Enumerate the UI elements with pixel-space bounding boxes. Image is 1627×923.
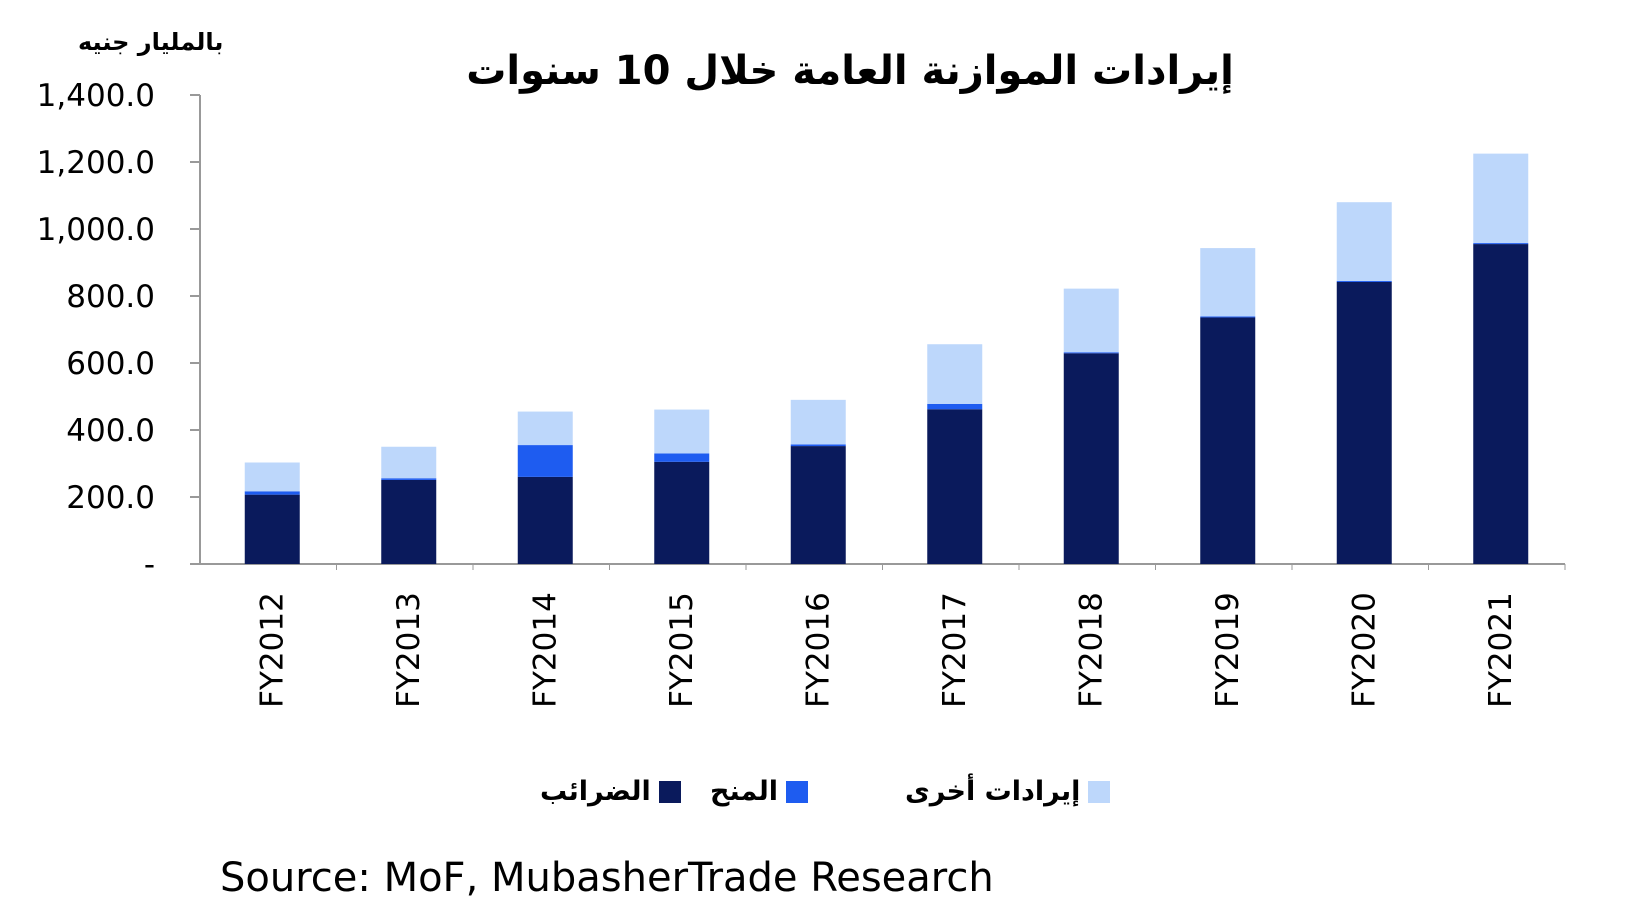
- bar-taxes: [517, 476, 573, 564]
- bar-other: [1336, 202, 1392, 281]
- y-tick-label: -: [144, 547, 155, 583]
- legend-swatch-taxes: [658, 780, 681, 803]
- bar-taxes: [790, 446, 846, 564]
- bar-taxes: [927, 409, 983, 564]
- bar-grants: [790, 444, 846, 447]
- bar-taxes: [1336, 281, 1392, 564]
- y-tick-label: 200.0: [66, 480, 155, 516]
- bar-other: [1063, 288, 1119, 353]
- bar-taxes: [381, 479, 437, 564]
- bar-other: [790, 399, 846, 445]
- bar-taxes: [1063, 353, 1119, 564]
- bar-taxes: [1200, 317, 1256, 564]
- bar-grants: [381, 478, 437, 480]
- x-tick-label: FY2020: [1346, 592, 1382, 708]
- x-tick-label: FY2015: [664, 592, 700, 708]
- bar-grants: [654, 453, 710, 462]
- x-tick-label: FY2019: [1210, 592, 1246, 708]
- bar-grants: [517, 445, 573, 477]
- bar-grants: [1200, 316, 1256, 318]
- x-tick-label: FY2014: [527, 592, 563, 708]
- bar-other: [1473, 153, 1529, 244]
- x-tick-label: FY2018: [1073, 592, 1109, 708]
- bar-grants: [1063, 352, 1119, 354]
- legend-label-grants: المنح: [710, 776, 778, 807]
- legend-item-grants: المنح: [710, 776, 808, 807]
- y-tick-label: 1,400.0: [37, 78, 155, 114]
- source-note: Source: MoF, MubasherTrade Research: [220, 855, 994, 901]
- legend-item-other: إيرادات أخرى: [905, 776, 1111, 807]
- bar-taxes: [244, 494, 300, 564]
- legend: الضرائب المنح إيرادات أخرى: [0, 776, 1627, 816]
- bar-grants: [1336, 280, 1392, 282]
- x-tick-label: FY2012: [254, 592, 290, 708]
- legend-item-taxes: الضرائب: [540, 776, 681, 807]
- y-tick-label: 600.0: [66, 346, 155, 382]
- bar-taxes: [654, 461, 710, 564]
- bar-other: [927, 344, 983, 404]
- y-tick-label: 400.0: [66, 413, 155, 449]
- bar-taxes: [1473, 244, 1529, 564]
- y-unit-label: بالمليار جنيه: [78, 28, 224, 56]
- bar-grants: [927, 403, 983, 410]
- y-tick-label: 800.0: [66, 279, 155, 315]
- legend-swatch-grants: [785, 780, 808, 803]
- legend-label-other: إيرادات أخرى: [905, 776, 1081, 807]
- legend-swatch-other: [1088, 780, 1111, 803]
- x-tick-label: FY2017: [937, 592, 973, 708]
- bar-grants: [1473, 243, 1529, 245]
- bar-other: [244, 462, 300, 492]
- x-tick-label: FY2013: [391, 592, 427, 708]
- x-tick-label: FY2021: [1483, 592, 1519, 708]
- y-tick-label: 1,000.0: [37, 212, 155, 248]
- bar-other: [1200, 248, 1256, 317]
- bar-other: [381, 446, 437, 479]
- bar-other: [517, 411, 573, 446]
- legend-label-taxes: الضرائب: [540, 776, 651, 807]
- chart-title: إيرادات الموازنة العامة خلال 10 سنوات: [466, 48, 1234, 94]
- bar-grants: [244, 491, 300, 495]
- y-tick-label: 1,200.0: [37, 145, 155, 181]
- bar-other: [654, 409, 710, 454]
- x-tick-label: FY2016: [800, 592, 836, 708]
